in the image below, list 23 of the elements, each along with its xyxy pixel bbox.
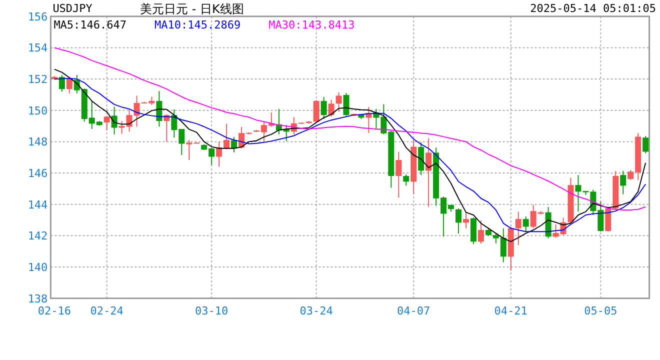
y-tick-label: 140 [28, 260, 48, 274]
x-tick-label: 03-10 [195, 304, 228, 318]
chart-title: 美元日元 - 日K线图 [140, 2, 244, 16]
x-tick-label: 02-24 [90, 304, 124, 318]
x-tick-label: 02-16 [38, 304, 72, 318]
y-tick-label: 146 [28, 167, 48, 180]
text: MA30:143.8413 [268, 18, 355, 32]
y-tick-label: 142 [28, 230, 48, 243]
y-tick-label: 138 [28, 292, 48, 306]
y-tick-label: 148 [28, 136, 48, 149]
y-tick-label: 156 [28, 10, 48, 24]
y-tick-label: 152 [28, 73, 48, 86]
y-tick-label: 154 [28, 42, 48, 55]
text: USDJPY [52, 2, 93, 15]
x-tick-label: 05-05 [584, 304, 618, 318]
y-tick-label: 150 [28, 104, 48, 118]
text: MA5:146.647 [54, 18, 127, 32]
text: MA10:145.2869 [154, 18, 241, 32]
text: 2025-05-14 05:01:05 [530, 2, 656, 15]
x-tick-label: 04-21 [494, 304, 528, 318]
x-tick-label: 03-24 [300, 304, 334, 318]
y-tick-label: 144 [28, 198, 48, 212]
x-tick-label: 04-07 [397, 304, 430, 318]
